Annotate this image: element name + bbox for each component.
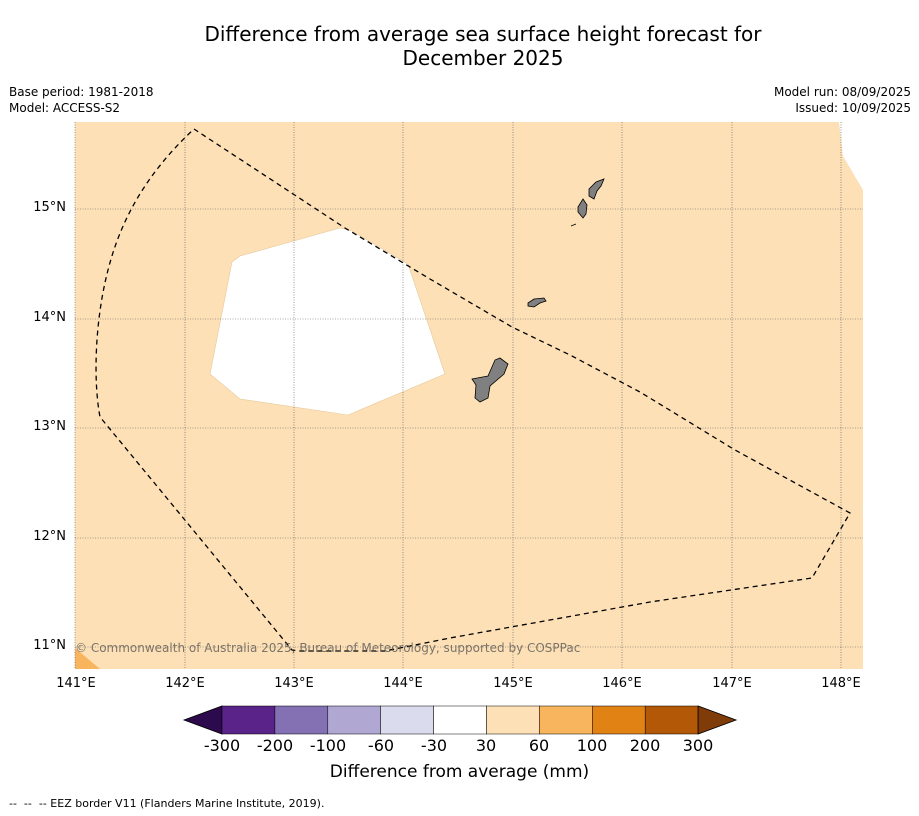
no-data-corner: [839, 122, 863, 190]
colorbar-cell: [274, 705, 329, 735]
colorbar-tick: -100: [309, 736, 347, 755]
graticule: [74, 122, 863, 669]
lat-label: 14°N: [33, 310, 66, 325]
island-guam: [471, 357, 509, 403]
colorbar-tick: 300: [682, 736, 714, 755]
neutral-anomaly-region: [209, 227, 446, 416]
colorbar-cells: [182, 705, 738, 735]
colorbar-cell: [327, 705, 381, 735]
lat-label: 12°N: [33, 529, 66, 544]
map-title: Difference from average sea surface heig…: [0, 22, 919, 70]
ocean-area: [75, 122, 863, 669]
colorbar-extend-low: [182, 705, 223, 735]
model-run: Model run: 08/09/2025: [773, 85, 911, 99]
island-aguijan: [570, 223, 577, 227]
issued-date: Issued: 10/09/2025: [795, 101, 911, 115]
colorbar-cell: [592, 705, 646, 735]
colorbar-cell: [433, 705, 487, 735]
base-period: Base period: 1981-2018: [9, 85, 154, 99]
colorbar-tick: -60: [367, 736, 395, 755]
island-rota: [527, 297, 547, 308]
colorbar-cell: [644, 705, 699, 735]
colorbar-cell: [380, 705, 434, 735]
lat-label: 11°N: [33, 638, 66, 653]
lat-label: 13°N: [33, 419, 66, 434]
lon-label: 147°E: [712, 676, 752, 691]
colorbar-label: Difference from average (mm): [329, 762, 590, 782]
model-name: Model: ACCESS-S2: [9, 101, 121, 115]
lon-label: 141°E: [56, 676, 96, 691]
colorbar-extend-high: [697, 705, 738, 735]
eez-border: [95, 128, 851, 652]
island-saipan: [588, 178, 605, 200]
lon-label: 143°E: [274, 676, 314, 691]
metadata-right: Model run: 08/09/2025 Issued: 10/09/2025: [774, 84, 911, 116]
colorbar-tick: 60: [528, 736, 550, 755]
copyright-notice: © Commonwealth of Australia 2025, Bureau…: [75, 641, 581, 655]
islands: [471, 178, 605, 403]
lat-label: 15°N: [33, 200, 66, 215]
colorbar-cell: [486, 705, 540, 735]
colorbar-tick: 100: [576, 736, 608, 755]
metadata-left: Base period: 1981-2018 Model: ACCESS-S2: [9, 84, 154, 116]
positive-anomaly-sliver: [75, 648, 100, 669]
lon-label: 144°E: [383, 676, 423, 691]
colorbar-cell: [221, 705, 276, 735]
title-line-1: Difference from average sea surface heig…: [204, 22, 762, 46]
eez-footnote: -- -- -- EEZ border V11 (Flanders Marine…: [9, 797, 325, 810]
title-line-2: December 2025: [402, 46, 564, 70]
island-tinian: [577, 198, 588, 219]
colorbar-tick: 30: [475, 736, 497, 755]
colorbar-tick: -200: [256, 736, 294, 755]
colorbar-tick: 200: [629, 736, 661, 755]
lon-label: 148°E: [821, 676, 861, 691]
colorbar-tick: -300: [203, 736, 241, 755]
lon-label: 145°E: [493, 676, 533, 691]
lon-label: 142°E: [165, 676, 205, 691]
colorbar-tick: -30: [420, 736, 448, 755]
colorbar-cell: [539, 705, 593, 735]
lon-label: 146°E: [602, 676, 642, 691]
